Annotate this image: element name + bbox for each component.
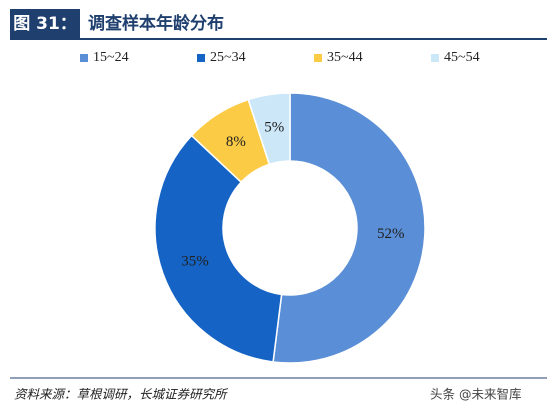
- figure-label: 图 31：: [13, 14, 77, 34]
- data-label: 35%: [181, 254, 209, 270]
- slice: [272, 92, 426, 364]
- slice: [154, 134, 283, 363]
- slice: [247, 92, 291, 166]
- data-label: 5%: [264, 120, 284, 136]
- legend-swatch: [314, 54, 322, 62]
- data-label: 52%: [377, 226, 405, 242]
- watermark: 头条 @未来智库: [430, 387, 521, 402]
- legend-label: 15~24: [93, 50, 129, 65]
- legend-swatch: [431, 54, 439, 62]
- data-label: 8%: [226, 134, 246, 150]
- source: 资料来源：草根调研，长城证券研究所: [14, 387, 229, 402]
- chart-title: 调查样本年龄分布: [88, 13, 224, 34]
- legend-label: 35~44: [327, 50, 363, 65]
- legend-swatch: [80, 54, 88, 62]
- legend-label: 25~34: [210, 50, 246, 65]
- legend-swatch: [197, 54, 205, 62]
- legend-label: 45~54: [444, 50, 480, 65]
- label-box: [10, 9, 80, 38]
